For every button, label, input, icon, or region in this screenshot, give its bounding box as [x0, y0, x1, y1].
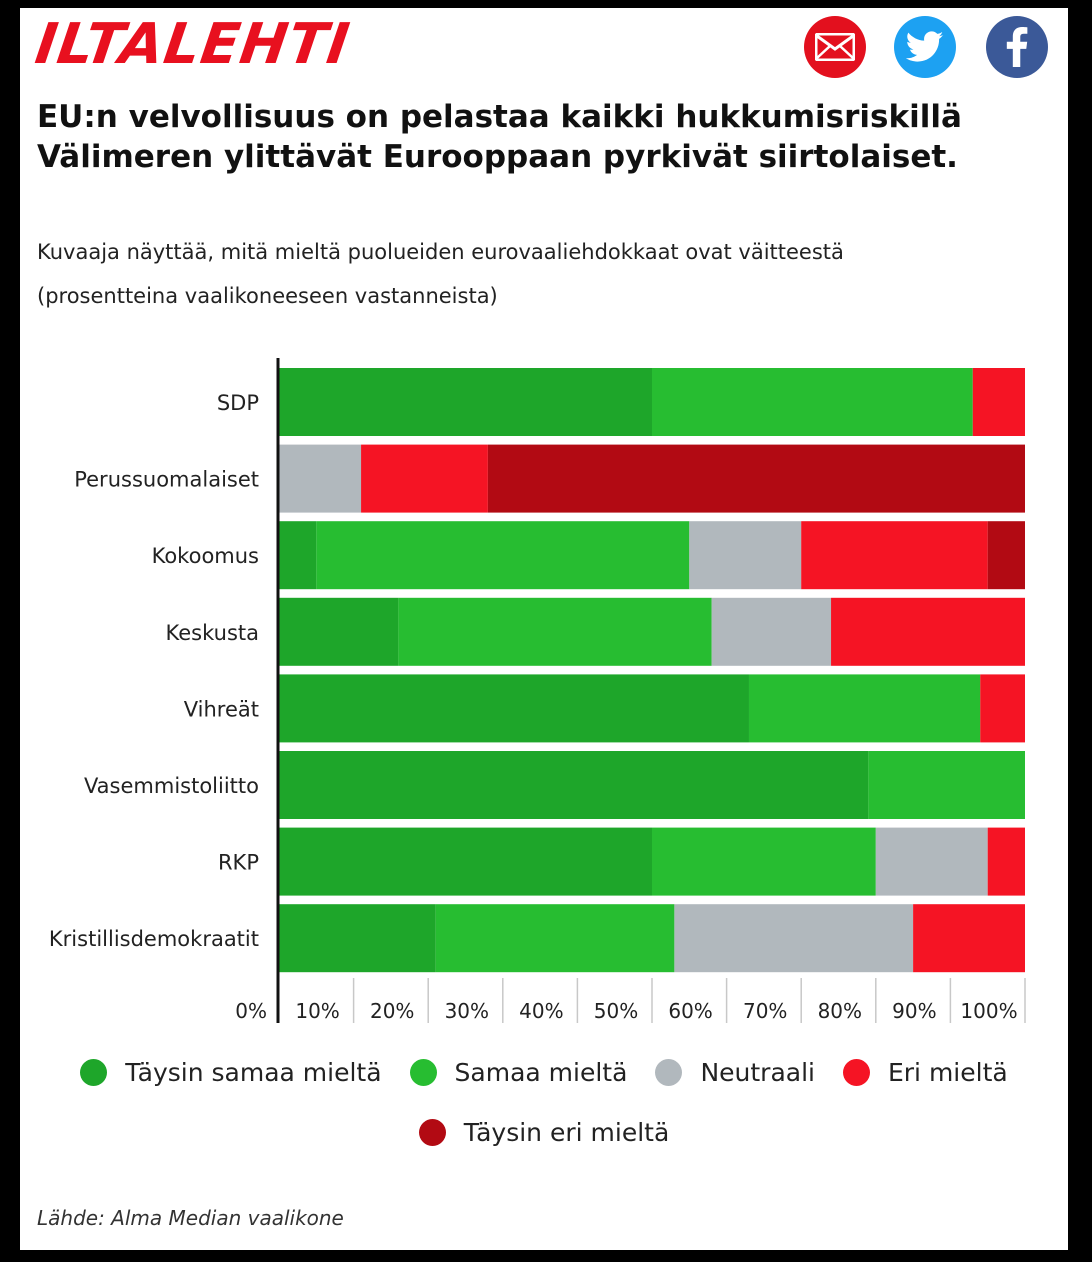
- category-label: Perussuomalaiset: [74, 468, 259, 492]
- bar-segment: [748, 674, 981, 743]
- legend-dot: [418, 1119, 446, 1146]
- source-note: Lähde: Alma Median vaalikone: [37, 1206, 344, 1230]
- infographic-card: ILTALEHTI EU:n velvollisuus on pelastaa …: [20, 8, 1068, 1250]
- x-tick-label: 90%: [892, 999, 936, 1023]
- category-label: SDP: [217, 391, 259, 415]
- bar-segment: [435, 904, 675, 973]
- bar-segment: [652, 368, 973, 436]
- legend-label: Neutraali: [700, 1058, 815, 1087]
- category-label: RKP: [218, 851, 259, 875]
- legend-row-1: Täysin samaa mieltä Samaa mieltä Neutraa…: [20, 1058, 1068, 1087]
- facebook-f-icon: [1006, 27, 1028, 67]
- legend-row-2: Täysin eri mieltä: [20, 1118, 1068, 1147]
- headline-line-1: EU:n velvollisuus on pelastaa kaikki huk…: [37, 99, 962, 135]
- category-label: Vasemmistoliitto: [84, 774, 259, 798]
- envelope-icon: [815, 33, 855, 61]
- legend-label: Täysin samaa mieltä: [125, 1058, 382, 1087]
- legend-dot: [655, 1059, 683, 1086]
- headline: EU:n velvollisuus on pelastaa kaikki huk…: [37, 97, 1057, 177]
- legend-item: Neutraali: [655, 1058, 815, 1087]
- x-tick-label: 50%: [594, 999, 638, 1023]
- headline-line-2: Välimeren ylittävät Eurooppaan pyrkivät …: [37, 139, 958, 175]
- bar-segment: [487, 444, 1025, 513]
- x-tick-label: 40%: [519, 999, 563, 1023]
- x-tick-label: 80%: [818, 999, 862, 1023]
- bar-segment: [689, 521, 802, 590]
- bar-segment: [652, 827, 876, 896]
- x-tick-label: 100%: [960, 999, 1017, 1023]
- x-tick-label: 60%: [668, 999, 712, 1023]
- twitter-bird-icon: [906, 31, 944, 62]
- legend-dot: [842, 1059, 870, 1086]
- x-tick-label: 30%: [445, 999, 489, 1023]
- x-tick-label: 70%: [743, 999, 787, 1023]
- email-share-button[interactable]: [804, 16, 866, 78]
- category-label: Kristillisdemokraatit: [49, 927, 259, 951]
- bar-segment: [279, 368, 652, 436]
- legend-label: Samaa mieltä: [454, 1058, 628, 1087]
- chart-subtitle: Kuvaaja näyttää, mitä mieltä puolueiden …: [37, 230, 1037, 318]
- bar-segment: [279, 751, 869, 819]
- legend-item: Täysin eri mieltä: [418, 1118, 670, 1147]
- bar-segment: [987, 827, 1025, 896]
- bar-segment: [279, 521, 317, 590]
- legend-label: Täysin eri mieltä: [463, 1118, 670, 1147]
- bar-segment: [801, 521, 988, 590]
- facebook-share-button[interactable]: [986, 16, 1048, 78]
- bar-segment: [316, 521, 690, 590]
- legend-dot: [409, 1059, 437, 1086]
- bar-segment: [279, 904, 436, 973]
- bar-segment: [972, 368, 1025, 436]
- bar-segment: [987, 521, 1025, 590]
- bar-segment: [361, 444, 488, 513]
- x-tick-label: 10%: [295, 999, 339, 1023]
- legend-label: Eri mieltä: [887, 1058, 1008, 1087]
- bar-segment: [913, 904, 1025, 973]
- bar-segment: [279, 674, 749, 743]
- x-tick-label: 20%: [370, 999, 414, 1023]
- legend-dot: [80, 1059, 108, 1086]
- bar-segment: [711, 597, 832, 666]
- bar-segment: [398, 597, 712, 666]
- category-label: Keskusta: [166, 621, 259, 645]
- bar-segment: [875, 827, 988, 896]
- category-label: Vihreät: [184, 697, 259, 721]
- legend-item: Täysin samaa mieltä: [80, 1058, 382, 1087]
- stacked-bar-chart: SDP Perussuomalaiset Kokoomus Keskusta Vihre…: [49, 358, 1026, 1023]
- bar-segment: [674, 904, 914, 973]
- bar-segment: [831, 597, 1025, 666]
- twitter-share-button[interactable]: [894, 16, 956, 78]
- iltalehti-logo[interactable]: ILTALEHTI: [31, 12, 354, 77]
- category-label: Kokoomus: [152, 544, 259, 568]
- bar-segment: [279, 827, 652, 896]
- bar-segment: [279, 444, 362, 513]
- legend-item: Samaa mieltä: [409, 1058, 628, 1087]
- bar-segment: [868, 751, 1025, 819]
- legend-item: Eri mieltä: [842, 1058, 1008, 1087]
- subtitle-line-2: (prosentteina vaalikoneeseen vastanneist…: [37, 284, 498, 308]
- x-tick-label: 0%: [235, 999, 267, 1023]
- bar-segment: [279, 597, 399, 666]
- bar-segment: [980, 674, 1025, 743]
- subtitle-line-1: Kuvaaja näyttää, mitä mieltä puolueiden …: [37, 240, 844, 264]
